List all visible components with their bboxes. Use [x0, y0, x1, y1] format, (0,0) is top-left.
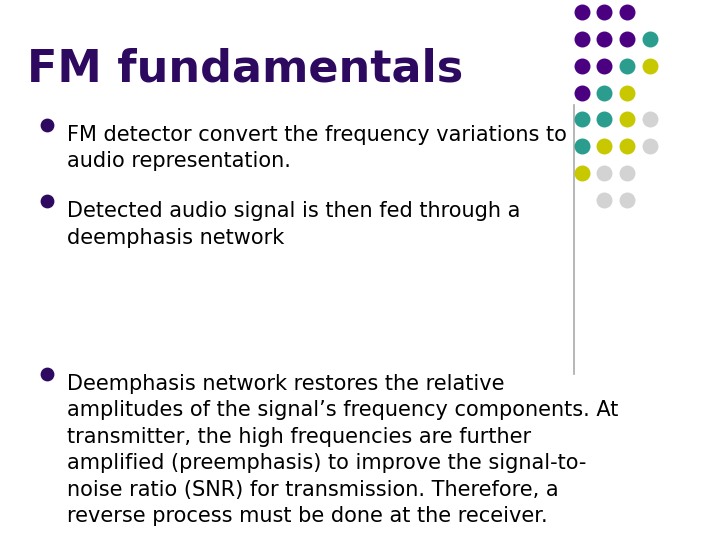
Point [644, 35, 656, 43]
Point [598, 62, 610, 70]
Point [41, 197, 53, 206]
Point [621, 195, 633, 204]
Point [41, 370, 53, 379]
Point [621, 169, 633, 178]
Point [576, 8, 588, 16]
Point [598, 8, 610, 16]
Text: Detected audio signal is then fed through a
deemphasis network: Detected audio signal is then fed throug… [67, 201, 521, 248]
Text: FM detector convert the frequency variations to
audio representation.: FM detector convert the frequency variat… [67, 125, 567, 171]
Point [621, 62, 633, 70]
Point [598, 142, 610, 151]
Point [621, 142, 633, 151]
Point [576, 35, 588, 43]
Point [576, 62, 588, 70]
Point [644, 115, 656, 124]
Point [576, 142, 588, 151]
Text: Deemphasis network restores the relative
amplitudes of the signal’s frequency co: Deemphasis network restores the relative… [67, 374, 618, 526]
Point [621, 88, 633, 97]
Point [621, 115, 633, 124]
Point [576, 115, 588, 124]
Point [598, 35, 610, 43]
Point [621, 35, 633, 43]
Point [598, 88, 610, 97]
Point [41, 120, 53, 129]
Point [598, 115, 610, 124]
Point [644, 142, 656, 151]
Point [576, 169, 588, 178]
Point [621, 8, 633, 16]
Text: FM fundamentals: FM fundamentals [27, 48, 463, 91]
Point [576, 88, 588, 97]
Point [598, 169, 610, 178]
Point [598, 195, 610, 204]
Point [644, 62, 656, 70]
